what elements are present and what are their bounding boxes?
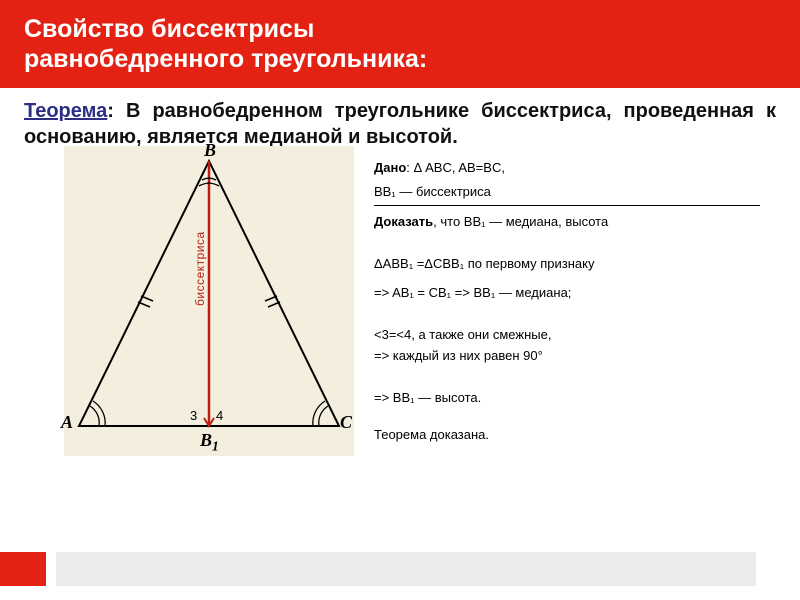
prove-text: , что BB₁ — медиана, высота [433, 214, 608, 229]
footer-square [0, 552, 46, 586]
step4: => BB₁ — высота. [374, 388, 780, 408]
step3b: => каждый из них равен 90° [374, 346, 780, 366]
footer-bar [56, 552, 756, 586]
divider [374, 205, 760, 206]
prove-label: Доказать [374, 214, 433, 229]
label-B: B [204, 140, 216, 161]
step3a: <3=<4, а также они смежные, [374, 325, 780, 345]
given-line1: Дано: Δ ABC, AB=BC, [374, 158, 780, 178]
given-line2: BB₁ — биссектриса [374, 182, 780, 202]
theorem-text: : В равнобедренном треугольнике биссектр… [24, 100, 776, 148]
label-B1: B1 [200, 430, 219, 455]
bisector-label: биссектриса [193, 231, 207, 306]
triangle-figure: B A C B1 3 4 биссектриса [64, 146, 354, 456]
label-C: C [340, 412, 352, 433]
qed: Теорема доказана. [374, 425, 780, 445]
given-label: Дано [374, 160, 406, 175]
footer-decoration [0, 552, 756, 586]
triangle-svg [64, 146, 354, 456]
header-line2: равнобедренного треугольника: [24, 45, 427, 73]
step1: ΔABB₁ =ΔCBB₁ по первому признаку [374, 254, 780, 274]
prove-line: Доказать, что BB₁ — медиана, высота [374, 212, 780, 232]
content-row: B A C B1 3 4 биссектриса Дано: Δ ABC, AB… [0, 156, 800, 456]
theorem-lead: Теорема [24, 100, 107, 122]
label-A: A [61, 412, 73, 433]
proof-block: Дано: Δ ABC, AB=BC, BB₁ — биссектриса До… [374, 156, 780, 445]
slide-header: Свойство биссектрисы равнобедренного тре… [0, 0, 800, 88]
angle3: 3 [190, 408, 197, 423]
angle4: 4 [216, 408, 223, 423]
header-line1: Свойство биссектрисы [24, 15, 314, 43]
step2: => AB₁ = CB₁ => BB₁ — медиана; [374, 283, 780, 303]
given-text: : Δ ABC, AB=BC, [406, 160, 505, 175]
